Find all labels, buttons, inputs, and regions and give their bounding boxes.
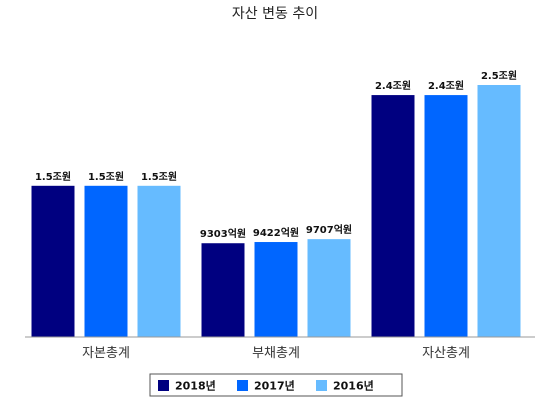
bar-0-2 [137, 185, 181, 337]
data-label-2-2: 2.5조원 [481, 69, 517, 82]
legend-border [149, 373, 403, 397]
bars-group: 1.5조원 1.5조원 1.5조원 9303억원 9422억원 9707억원 2.4조원 2.… [31, 69, 521, 337]
bar-1-0 [201, 243, 245, 337]
data-label-1-0: 9303억원 [200, 227, 246, 240]
bar-2-2 [477, 85, 521, 337]
data-label-2-0: 2.4조원 [375, 79, 411, 92]
bar-2-0 [371, 95, 415, 337]
legend-swatch-1 [237, 380, 248, 391]
data-label-2-1: 2.4조원 [428, 79, 464, 92]
legend-label-0: 2018년 [175, 379, 216, 393]
category-label-2: 자산총계 [422, 346, 470, 361]
data-label-1-2: 9707억원 [306, 223, 352, 236]
legend-label-1: 2017년 [254, 379, 295, 393]
data-label-0-2: 1.5조원 [141, 170, 177, 183]
bar-0-0 [31, 185, 75, 337]
legend: 2018년 2017년 2016년 [149, 373, 403, 397]
legend-swatch-2 [316, 380, 327, 391]
bar-2-1 [424, 95, 468, 337]
category-labels: 자본총계 부채총계 자산총계 [82, 346, 470, 361]
data-label-0-0: 1.5조원 [35, 170, 71, 183]
chart-title: 자산 변동 추이 [232, 6, 318, 22]
data-label-1-1: 9422억원 [253, 226, 299, 239]
category-label-0: 자본총계 [82, 346, 130, 361]
legend-swatch-0 [158, 380, 169, 391]
bar-1-1 [254, 242, 298, 337]
bar-1-2 [307, 239, 351, 337]
category-label-1: 부채총계 [252, 346, 300, 361]
legend-label-2: 2016년 [333, 379, 374, 393]
bar-0-1 [84, 185, 128, 337]
data-label-0-1: 1.5조원 [88, 170, 124, 183]
